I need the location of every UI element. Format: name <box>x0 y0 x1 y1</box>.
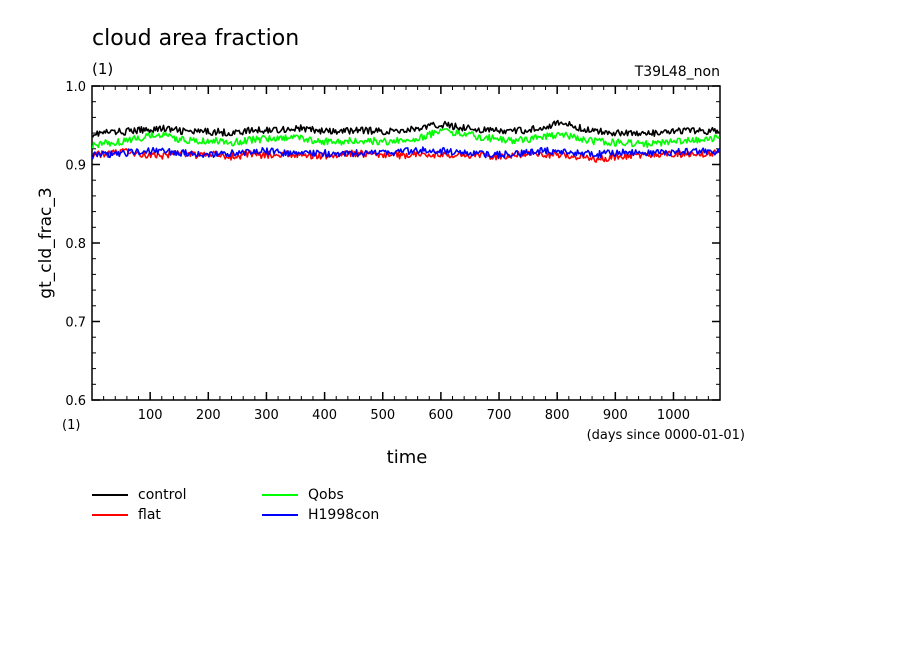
x-tick-label: 600 <box>428 408 453 423</box>
legend-label-control: control <box>138 487 187 503</box>
legend-item-flat: flat <box>92 507 161 523</box>
x-unit-label: (days since 0000-01-01) <box>587 428 745 443</box>
legend-label-h1998con: H1998con <box>308 507 380 523</box>
legend-item-control: control <box>92 487 187 503</box>
y-unit-label: (1) <box>62 418 80 433</box>
x-tick-label: 100 <box>138 408 163 423</box>
x-axis-label: time <box>387 447 428 468</box>
legend-swatch-h1998con <box>262 514 298 516</box>
legend-label-flat: flat <box>138 507 161 523</box>
y-tick-label: 0.6 <box>65 394 86 409</box>
x-tick-label: 800 <box>545 408 570 423</box>
x-tick-label: 300 <box>254 408 279 423</box>
series-line-control <box>91 119 720 138</box>
y-tick-label: 0.7 <box>65 316 86 331</box>
legend-swatch-flat <box>92 514 128 516</box>
chart-title: cloud area fraction <box>92 26 299 51</box>
y-tick-label: 1.0 <box>65 80 86 95</box>
x-tick-label: 400 <box>312 408 337 423</box>
legend-item-qobs: Qobs <box>262 487 344 503</box>
x-axis-ticks: 100 200 300 400 500 600 700 800 900 1000 <box>138 86 690 423</box>
x-tick-label: 1000 <box>657 408 690 423</box>
y-axis-label: gt_cld_frac_3 <box>36 187 56 298</box>
y-tick-label: 0.8 <box>65 237 86 252</box>
series-layer <box>91 119 721 163</box>
x-tick-label: 200 <box>196 408 221 423</box>
series-line-h1998con <box>91 146 721 160</box>
legend-swatch-control <box>92 494 128 496</box>
run-label: T39L48_non <box>634 64 720 80</box>
x-tick-label: 900 <box>603 408 628 423</box>
x-tick-label: 500 <box>370 408 395 423</box>
legend-label-qobs: Qobs <box>308 487 344 503</box>
chart-unit-label: (1) <box>92 60 113 78</box>
legend-swatch-qobs <box>262 494 298 496</box>
legend-item-h1998con: H1998con <box>262 507 379 523</box>
x-tick-label: 700 <box>487 408 512 423</box>
y-axis-ticks: 0.6 0.7 0.8 0.9 1.0 <box>65 80 720 409</box>
y-tick-label: 0.9 <box>65 159 86 174</box>
series-line-qobs <box>91 128 721 149</box>
